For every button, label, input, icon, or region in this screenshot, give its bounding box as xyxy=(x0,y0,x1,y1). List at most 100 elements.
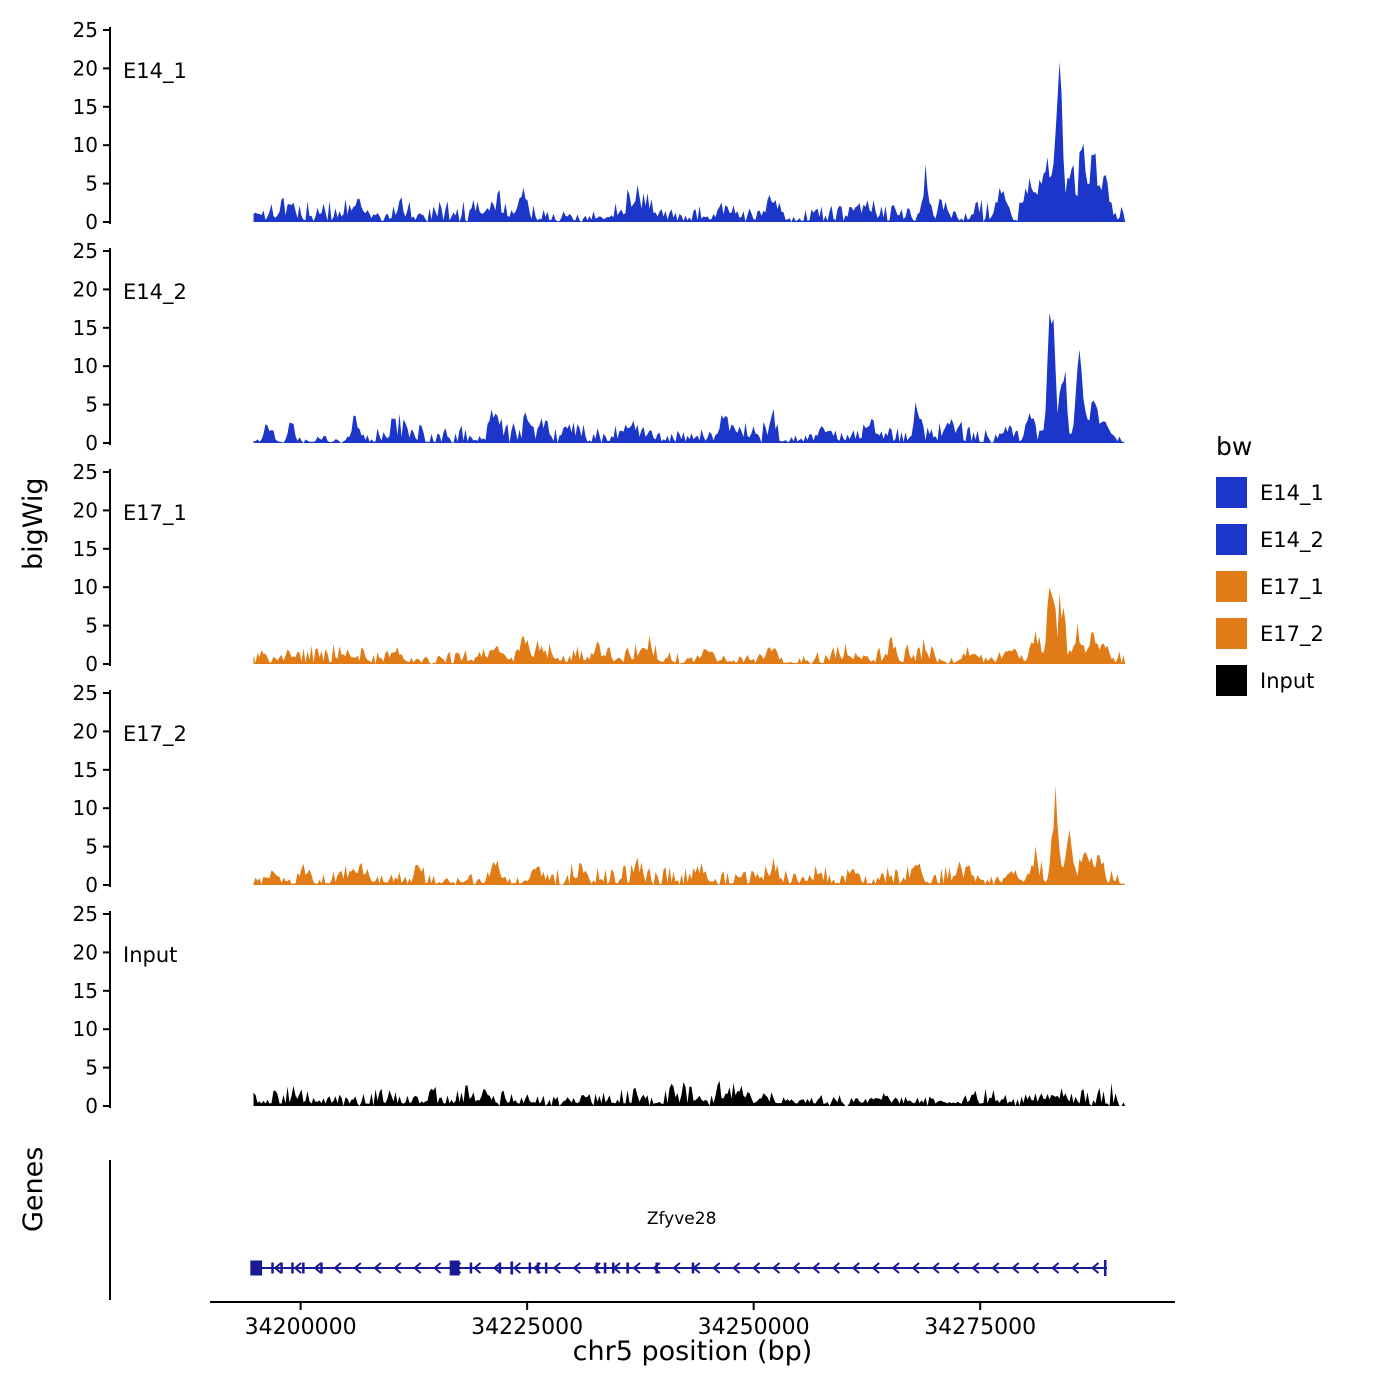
gene-exon xyxy=(626,1262,630,1274)
legend-swatch-icon xyxy=(1216,618,1247,649)
strand-arrow-icon xyxy=(771,1262,781,1274)
y-tick-label: 10 xyxy=(73,796,98,820)
y-tick-label: 5 xyxy=(85,835,98,859)
x-tick-label: 34200000 xyxy=(245,1315,357,1340)
strand-arrow-icon xyxy=(791,1262,801,1274)
coverage-track-Input xyxy=(253,1080,1126,1106)
gene-exon xyxy=(544,1262,548,1274)
y-tick-label: 15 xyxy=(73,316,98,340)
panel-strip-label: E17_1 xyxy=(123,501,187,526)
y-tick-label: 5 xyxy=(85,172,98,196)
gene-exon xyxy=(291,1262,294,1274)
strand-arrow-icon xyxy=(951,1262,960,1274)
legend-entries: E14_1 E14_2 E17_1 E17_2 Input xyxy=(1216,477,1324,696)
strand-arrow-icon xyxy=(273,1262,282,1274)
gene-exon xyxy=(603,1262,607,1274)
gene-exon xyxy=(271,1262,274,1274)
gene-exon xyxy=(280,1262,283,1274)
strand-arrow-icon xyxy=(373,1262,382,1274)
legend-entry: E14_2 xyxy=(1216,524,1324,555)
y-tick-label: 15 xyxy=(73,95,98,119)
strand-arrow-icon xyxy=(931,1262,940,1274)
strand-arrow-icon xyxy=(393,1262,402,1274)
x-tick-label: 34250000 xyxy=(698,1315,810,1340)
y-tick-label: 20 xyxy=(73,498,98,522)
strand-arrow-icon xyxy=(891,1262,900,1274)
x-tick-label: 34225000 xyxy=(471,1315,583,1340)
strand-arrow-icon xyxy=(971,1262,980,1274)
gene-label: Zfyve28 xyxy=(647,1209,717,1229)
strand-arrow-icon xyxy=(313,1262,322,1274)
strand-arrow-icon xyxy=(672,1262,681,1274)
y-tick-label: 0 xyxy=(85,1094,98,1118)
y-tick-label: 25 xyxy=(73,239,98,263)
strand-arrow-icon xyxy=(472,1262,482,1274)
strand-arrow-icon xyxy=(1031,1262,1040,1274)
strand-arrow-icon xyxy=(811,1262,821,1274)
y-tick-label: 10 xyxy=(73,1017,98,1041)
strand-arrow-icon xyxy=(871,1262,880,1274)
gene-exon xyxy=(595,1262,599,1274)
legend: bw E14_1 E14_2 E17_1 E17_2 Input xyxy=(1216,432,1324,712)
coverage-track-E14_1 xyxy=(253,62,1126,222)
strand-arrow-icon xyxy=(632,1262,641,1274)
x-tick-label: 34275000 xyxy=(924,1315,1036,1340)
y-tick-label: 0 xyxy=(85,652,98,676)
y-tick-label: 0 xyxy=(85,431,98,455)
y-tick-label: 0 xyxy=(85,210,98,234)
legend-swatch-icon xyxy=(1216,524,1247,555)
y-tick-label: 25 xyxy=(73,460,98,484)
y-tick-label: 0 xyxy=(85,873,98,897)
panel-strip-label: Input xyxy=(123,943,177,967)
strand-arrow-icon xyxy=(712,1262,721,1274)
strand-arrow-icon xyxy=(752,1262,761,1274)
strand-arrow-icon xyxy=(492,1262,502,1274)
gene-exon xyxy=(320,1262,323,1274)
gene-exon xyxy=(536,1262,540,1274)
gene-exon xyxy=(1103,1260,1107,1276)
y-tick-label: 5 xyxy=(85,1056,98,1080)
x-axis-title: chr5 position (bp) xyxy=(572,1336,813,1367)
legend-entry: E17_2 xyxy=(1216,618,1324,649)
strand-arrow-icon xyxy=(433,1262,442,1274)
strand-arrow-icon xyxy=(991,1262,1000,1274)
strand-arrow-icon xyxy=(1070,1262,1080,1274)
y-tick-label: 10 xyxy=(73,575,98,599)
strand-arrow-icon xyxy=(353,1262,362,1274)
legend-entry: E17_1 xyxy=(1216,571,1324,602)
legend-label: E14_1 xyxy=(1260,480,1324,505)
strand-arrow-icon xyxy=(1090,1262,1100,1274)
y-tick-label: 20 xyxy=(73,719,98,743)
y-tick-label: 5 xyxy=(85,393,98,417)
gene-exon xyxy=(250,1260,263,1276)
strand-arrow-icon xyxy=(851,1262,860,1274)
legend-swatch-icon xyxy=(1216,665,1247,696)
gene-exon xyxy=(498,1262,502,1274)
y-tick-label: 10 xyxy=(73,133,98,157)
coverage-track-E14_2 xyxy=(253,312,1126,443)
y-tick-label: 10 xyxy=(73,354,98,378)
y-tick-label: 20 xyxy=(73,56,98,80)
coverage-track-E17_1 xyxy=(253,587,1126,664)
legend-swatch-icon xyxy=(1216,571,1247,602)
legend-label: E14_2 xyxy=(1260,527,1324,552)
gene-exon xyxy=(469,1262,473,1274)
gene-exon xyxy=(302,1262,305,1274)
legend-entry: E14_1 xyxy=(1216,477,1324,508)
strand-arrow-icon xyxy=(552,1262,561,1274)
gene-exon xyxy=(691,1262,695,1274)
y-tick-label: 20 xyxy=(73,940,98,964)
y-tick-label: 5 xyxy=(85,614,98,638)
gene-exon xyxy=(510,1261,514,1275)
strand-arrow-icon xyxy=(572,1262,581,1274)
coverage-track-E17_2 xyxy=(253,786,1126,885)
y-tick-label: 25 xyxy=(73,681,98,705)
strand-arrow-icon xyxy=(911,1262,920,1274)
gene-exon xyxy=(528,1262,532,1274)
strand-arrow-icon xyxy=(293,1262,302,1274)
strand-arrow-icon xyxy=(1011,1262,1020,1274)
legend-title: bw xyxy=(1216,432,1253,461)
strand-arrow-icon xyxy=(512,1262,521,1274)
strand-arrow-icon xyxy=(333,1262,342,1274)
legend-swatch-icon xyxy=(1216,477,1247,508)
